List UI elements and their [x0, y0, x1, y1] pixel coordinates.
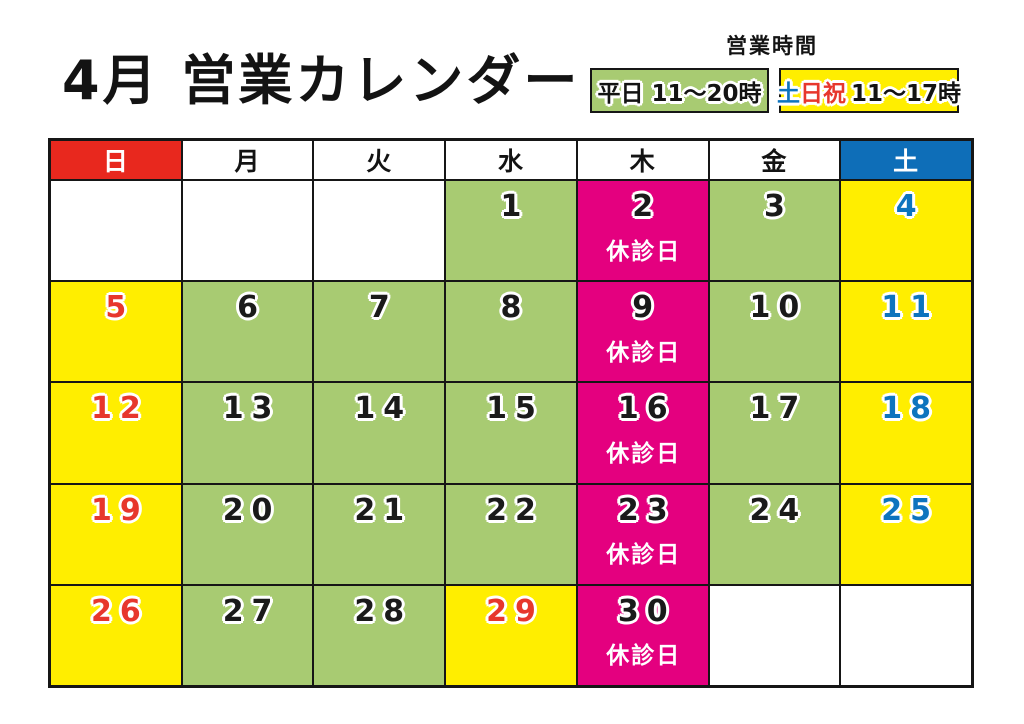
empty-cell — [50, 180, 182, 282]
day-number: 12 — [90, 391, 149, 427]
day-number: 9 — [632, 290, 662, 326]
day-cell-17: 17 — [708, 382, 841, 484]
day-number: 4 — [895, 189, 925, 224]
day-number: 23 — [617, 492, 676, 528]
day-number: 18 — [881, 391, 939, 427]
business-hours-heading: 営業時間 — [726, 34, 818, 58]
day-number: 19 — [90, 492, 149, 528]
weekday-hours-badge: 平日 11～20時 — [590, 68, 769, 113]
closed-day-label: 休診日 — [606, 542, 682, 569]
page-title: 4月 営業カレンダー — [62, 49, 581, 112]
day-cell-26: 26 — [50, 584, 182, 686]
weekday-header-sun: 日 — [50, 140, 182, 180]
day-cell-22: 22 — [445, 483, 577, 585]
day-cell-6: 6 — [181, 281, 314, 383]
empty-cell — [840, 584, 972, 686]
day-number: 20 — [222, 492, 281, 528]
day-cell-10: 10 — [708, 281, 841, 383]
day-number: 14 — [354, 391, 413, 427]
calendar-grid: 日月火水木金土 1 2 休診日 3 4 5 6 7 8 9 休診日 10 11 12 13 14 15 16 休診日 1… — [48, 138, 974, 688]
weekday-header-sat: 土 — [840, 140, 972, 180]
day-cell-24: 24 — [708, 483, 841, 585]
day-cell-7: 7 — [313, 281, 446, 383]
day-number: 2 — [632, 189, 662, 224]
day-number: 6 — [237, 290, 266, 326]
weekday-header-tue: 火 — [313, 140, 446, 180]
day-cell-23: 23 休診日 — [576, 483, 709, 585]
day-number: 17 — [749, 391, 808, 427]
empty-cell — [313, 180, 446, 282]
day-cell-1: 1 — [445, 180, 577, 282]
day-cell-13: 13 — [181, 382, 314, 484]
day-cell-2: 2 休診日 — [576, 180, 709, 282]
day-number: 29 — [486, 593, 544, 629]
day-cell-14: 14 — [313, 382, 446, 484]
day-number: 25 — [881, 492, 939, 528]
day-cell-12: 12 — [50, 382, 182, 484]
day-cell-16: 16 休診日 — [576, 382, 709, 484]
day-number: 15 — [486, 391, 544, 427]
day-cell-9: 9 休診日 — [576, 281, 709, 383]
weekday-hours-label: 平日 11～20時 — [597, 80, 762, 107]
day-cell-30: 30 休診日 — [576, 584, 709, 686]
day-cell-19: 19 — [50, 483, 182, 585]
day-cell-29: 29 — [445, 584, 577, 686]
day-cell-15: 15 — [445, 382, 577, 484]
day-number: 26 — [90, 593, 149, 629]
day-number: 1 — [500, 189, 530, 224]
day-cell-21: 21 — [313, 483, 446, 585]
day-cell-5: 5 — [50, 281, 182, 383]
weekday-header-wed: 水 — [445, 140, 577, 180]
closed-day-label: 休診日 — [606, 339, 682, 366]
day-cell-11: 11 — [840, 281, 972, 383]
day-number: 7 — [368, 290, 398, 326]
day-cell-25: 25 — [840, 483, 972, 585]
day-number: 21 — [354, 492, 413, 528]
weekday-header-mon: 月 — [181, 140, 314, 180]
day-cell-8: 8 — [445, 281, 577, 383]
weekend-badge-saturday: 土 — [777, 80, 800, 107]
weekend-badge-time: 11～17時 — [851, 80, 962, 107]
closed-day-label: 休診日 — [606, 440, 682, 467]
day-number: 3 — [763, 189, 793, 224]
day-number: 27 — [222, 593, 281, 629]
weekday-header-thu: 木 — [576, 140, 709, 180]
empty-cell — [708, 584, 841, 686]
closed-day-label: 休診日 — [606, 238, 682, 265]
day-number: 11 — [881, 290, 939, 326]
weekend-hours-badge: 土 日祝 11～17時 — [777, 68, 962, 113]
day-cell-28: 28 — [313, 584, 446, 686]
day-number: 13 — [222, 391, 281, 427]
day-number: 10 — [749, 290, 808, 326]
closed-day-label: 休診日 — [606, 643, 682, 670]
weekend-badge-sunday-holiday: 日祝 — [800, 80, 846, 107]
day-cell-4: 4 — [840, 180, 972, 282]
day-number: 30 — [617, 593, 676, 629]
day-cell-3: 3 — [708, 180, 841, 282]
day-cell-18: 18 — [840, 382, 972, 484]
empty-cell — [181, 180, 314, 282]
day-number: 8 — [500, 290, 530, 326]
day-number: 24 — [749, 492, 808, 528]
day-number: 5 — [105, 290, 135, 326]
day-number: 22 — [486, 492, 544, 528]
day-number: 28 — [354, 593, 413, 629]
day-number: 16 — [617, 391, 676, 427]
day-cell-27: 27 — [181, 584, 314, 686]
day-cell-20: 20 — [181, 483, 314, 585]
weekday-header-fri: 金 — [708, 140, 841, 180]
